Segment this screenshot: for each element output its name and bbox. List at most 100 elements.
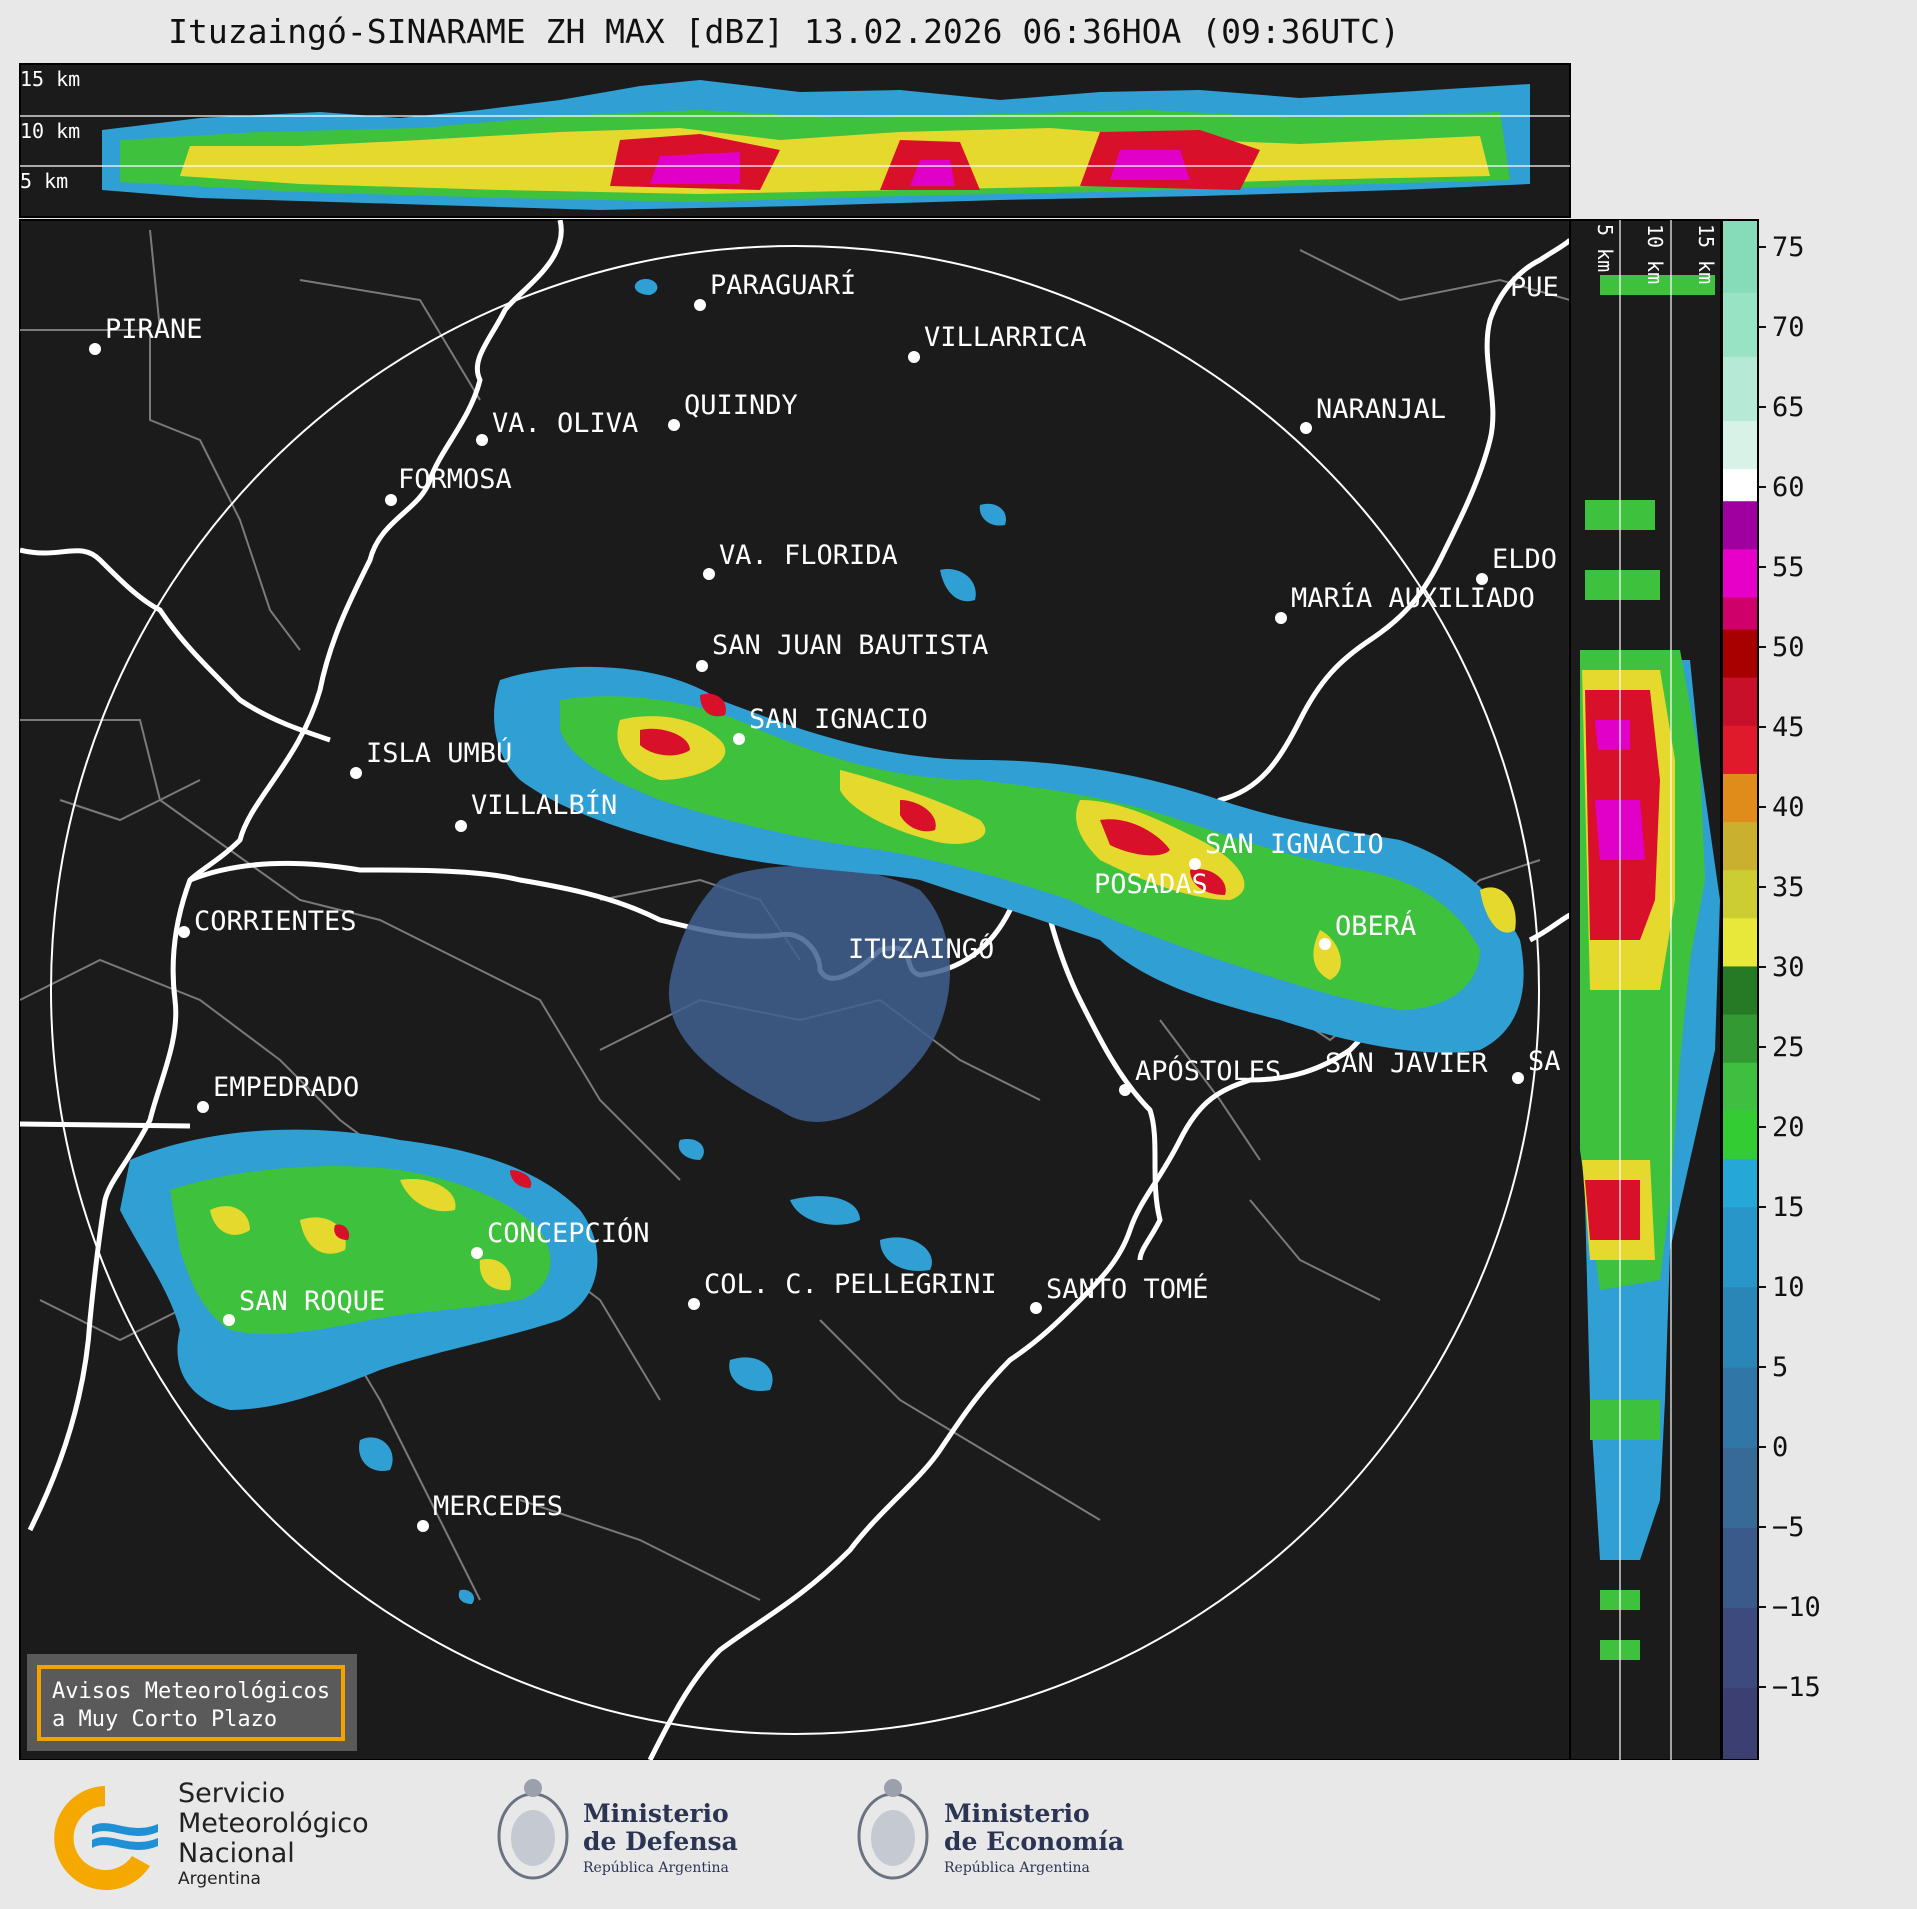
echo-drizzle-center <box>668 866 950 1122</box>
city-dot <box>1119 1084 1131 1096</box>
city-dot <box>908 351 920 363</box>
city-label: OBERÁ <box>1335 910 1416 942</box>
city-label: ELDO <box>1492 544 1557 575</box>
city-dot <box>1476 573 1488 585</box>
colorbar-step <box>1722 629 1758 678</box>
city-dot <box>385 494 397 506</box>
economia-line-3: República Argentina <box>944 1860 1090 1876</box>
side-label-15km: 15 km <box>1694 224 1718 284</box>
colorbar-tick-label: 20 <box>1772 1112 1805 1143</box>
colorbar-tick-label: 50 <box>1772 632 1805 663</box>
city-label: VA. FLORIDA <box>719 540 898 571</box>
city-dot <box>197 1101 209 1113</box>
city-dot <box>89 343 101 355</box>
colorbar-step <box>1722 1447 1758 1528</box>
colorbar-ticks: 75 70 65 60 55 50 45 40 35 30 25 20 15 1… <box>1772 232 1821 1703</box>
smn-line-2: Meteorológico <box>178 1808 369 1839</box>
city-dot <box>476 434 488 446</box>
colorbar-step <box>1722 596 1758 630</box>
city-dot <box>1030 1302 1042 1314</box>
city-dot <box>1512 1072 1524 1084</box>
city-dot <box>1319 938 1331 950</box>
echo-band-yellow <box>617 716 1516 980</box>
colorbar-tick-label: 30 <box>1772 952 1805 983</box>
smn-line-4: Argentina <box>178 1869 261 1889</box>
colorbar-tick-label: −5 <box>1772 1512 1805 1543</box>
colorbar-tick-label: 45 <box>1772 712 1805 743</box>
colorbar-step <box>1722 500 1758 550</box>
city-dot <box>688 1298 700 1310</box>
city-label: CONCEPCIÓN <box>487 1217 650 1249</box>
city-label: SA <box>1528 1046 1561 1077</box>
colorbar: 75 70 65 60 55 50 45 40 35 30 25 20 15 1… <box>1721 219 1821 1760</box>
colorbar-step <box>1722 420 1758 470</box>
colorbar-tick-label: 55 <box>1772 552 1805 583</box>
city-dot <box>455 820 467 832</box>
defensa-line-3: República Argentina <box>583 1860 729 1876</box>
city-label: FORMOSA <box>398 464 512 495</box>
city-dot <box>668 419 680 431</box>
warning-line-2: a Muy Corto Plazo <box>52 1707 277 1732</box>
side-label-10km: 10 km <box>1643 224 1667 284</box>
colorbar-tick-label: 60 <box>1772 472 1805 503</box>
colorbar-step <box>1722 1014 1758 1063</box>
colorbar-tick-marks <box>1758 246 1766 1688</box>
city-dot <box>733 733 745 745</box>
city-dot <box>703 568 715 580</box>
colorbar-step <box>1722 725 1758 774</box>
city-label: MERCEDES <box>433 1491 563 1522</box>
top-label-5km: 5 km <box>20 169 68 193</box>
city-dot <box>1300 422 1312 434</box>
city-dot <box>1275 612 1287 624</box>
city-label: SAN JUAN BAUTISTA <box>712 630 988 661</box>
colorbar-step <box>1722 1527 1758 1609</box>
colorbar-tick-label: 40 <box>1772 792 1805 823</box>
colorbar-step <box>1722 1110 1758 1159</box>
city-label: POSADAS <box>1094 869 1208 900</box>
city-dot <box>223 1314 235 1326</box>
top-label-10km: 10 km <box>20 119 80 143</box>
colorbar-step <box>1722 548 1758 598</box>
defensa-line-1: Ministerio <box>583 1799 729 1828</box>
colorbar-step <box>1722 220 1758 293</box>
colorbar-tick-label: 10 <box>1772 1272 1805 1303</box>
side-echo-magenta <box>1595 720 1645 860</box>
side-cross-section-panel: 5 km 10 km 15 km <box>1569 219 1722 1760</box>
colorbar-step <box>1722 1286 1758 1368</box>
colorbar-step <box>1722 1206 1758 1288</box>
colorbar-step <box>1722 1687 1758 1760</box>
city-dot <box>350 767 362 779</box>
colorbar-tick-label: 70 <box>1772 312 1805 343</box>
city-dot <box>1189 858 1201 870</box>
chart-title: Ituzaingó-SINARAME ZH MAX [dBZ] 13.02.20… <box>168 12 1400 51</box>
city-label: CORRIENTES <box>194 906 357 937</box>
colorbar-tick-label: −10 <box>1772 1592 1821 1623</box>
colorbar-step <box>1722 917 1758 967</box>
city-dot <box>694 299 706 311</box>
argentina-seal-icon <box>497 1779 569 1880</box>
colorbar-steps <box>1722 220 1758 1760</box>
city-label: MARÍA AUXILIADO <box>1291 582 1535 614</box>
colorbar-step <box>1722 292 1758 357</box>
colorbar-tick-label: 65 <box>1772 392 1805 423</box>
warning-box: Avisos Meteorológicos a Muy Corto Plazo <box>27 1654 357 1751</box>
smn-logo-icon <box>54 1786 150 1890</box>
smn-line-1: Servicio <box>178 1778 285 1809</box>
city-markers: PIRANE PARAGUARÍ VILLARRICA VA. OLIVA QU… <box>89 269 1561 1532</box>
city-label: SANTO TOMÉ <box>1046 1273 1209 1305</box>
colorbar-tick-label: 15 <box>1772 1192 1805 1223</box>
colorbar-step <box>1722 356 1758 422</box>
city-label: QUIINDY <box>684 390 798 421</box>
city-dot <box>696 660 708 672</box>
city-label: VA. OLIVA <box>492 408 638 439</box>
smn-logo: Servicio Meteorológico Nacional Argentin… <box>54 1778 369 1890</box>
side-label-5km: 5 km <box>1593 224 1617 272</box>
top-echo-magenta <box>650 150 1190 186</box>
colorbar-tick-label: 5 <box>1772 1352 1788 1383</box>
colorbar-step <box>1722 1062 1758 1111</box>
city-label: PUE <box>1510 272 1559 303</box>
radar-figure: 15 km 10 km 5 km <box>19 63 1821 1760</box>
reflectivity-echoes <box>120 278 1524 1605</box>
city-dot <box>417 1520 429 1532</box>
city-label: VILLALBÍN <box>471 789 617 821</box>
